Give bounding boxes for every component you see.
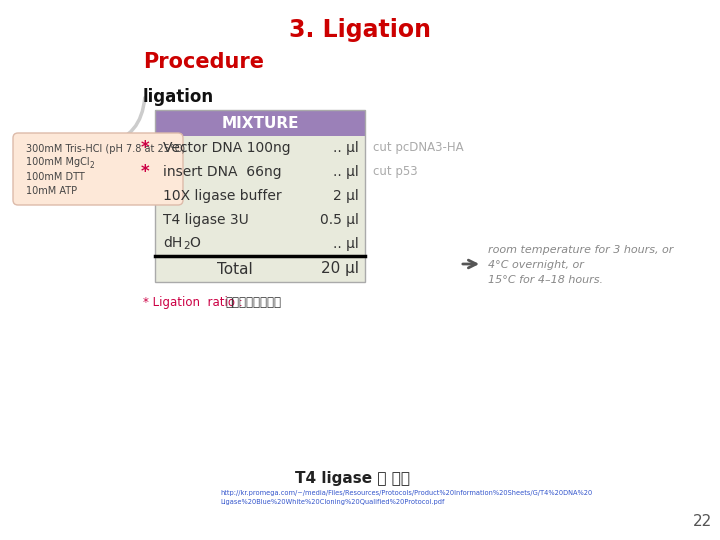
Text: insert DNA  66ng: insert DNA 66ng [163,165,282,179]
Text: 15°C for 4–18 hours.: 15°C for 4–18 hours. [488,275,603,285]
Text: ligation: ligation [143,88,214,106]
Text: cut pcDNA3-HA: cut pcDNA3-HA [373,141,464,154]
Text: O: O [189,236,200,250]
Bar [155,136,365,256]
Bar [155,110,365,136]
FancyArrowPatch shape [107,98,145,146]
Text: http://kr.promega.com/~/media/Files/Resources/Protocols/Product%20Information%20: http://kr.promega.com/~/media/Files/Reso… [220,490,593,496]
Text: 10X ligase buffer: 10X ligase buffer [163,189,282,203]
Text: 300mM Tris-HCl (pH 7.8 at 25°C): 300mM Tris-HCl (pH 7.8 at 25°C) [26,144,185,154]
Text: Vector DNA 100ng: Vector DNA 100ng [163,141,291,155]
Text: *: * [140,139,149,157]
Text: room temperature for 3 hours, or: room temperature for 3 hours, or [488,245,673,255]
Text: 2: 2 [89,160,94,170]
Text: Ligase%20Blue%20White%20Cloning%20Qualified%20Protocol.pdf: Ligase%20Blue%20White%20Cloning%20Qualif… [220,499,444,505]
Text: .. μl: .. μl [333,237,359,251]
Text: 3. Ligation: 3. Ligation [289,18,431,42]
Text: 100mM DTT: 100mM DTT [26,172,85,182]
Text: Procedure: Procedure [143,52,264,72]
Text: 10mM ATP: 10mM ATP [26,186,77,196]
Text: 22: 22 [693,515,713,530]
Text: .. μl: .. μl [333,165,359,179]
Bar [155,256,365,282]
Text: *: * [140,163,149,181]
Text: 2: 2 [183,241,189,251]
Text: .. μl: .. μl [333,141,359,155]
FancyBboxPatch shape [13,133,183,205]
Text: * Ligation  ratio :: * Ligation ratio : [143,296,246,309]
Text: T4 ligase 3U: T4 ligase 3U [163,213,248,227]
Text: dH: dH [163,236,182,250]
Text: cut p53: cut p53 [373,165,418,179]
Text: T4 ligase 의 정보: T4 ligase 의 정보 [295,470,410,485]
Bar [155,110,365,282]
Text: 20 μl: 20 μl [321,261,359,276]
Text: 100mM MgCl: 100mM MgCl [26,157,89,167]
Text: MIXTURE: MIXTURE [221,116,299,131]
Text: 0.5 μl: 0.5 μl [320,213,359,227]
Text: Total: Total [217,261,253,276]
Text: 4°C overnight, or: 4°C overnight, or [488,260,584,270]
Text: 2 μl: 2 μl [333,189,359,203]
Text: 다음슬라이드참조: 다음슬라이드참조 [225,296,281,309]
